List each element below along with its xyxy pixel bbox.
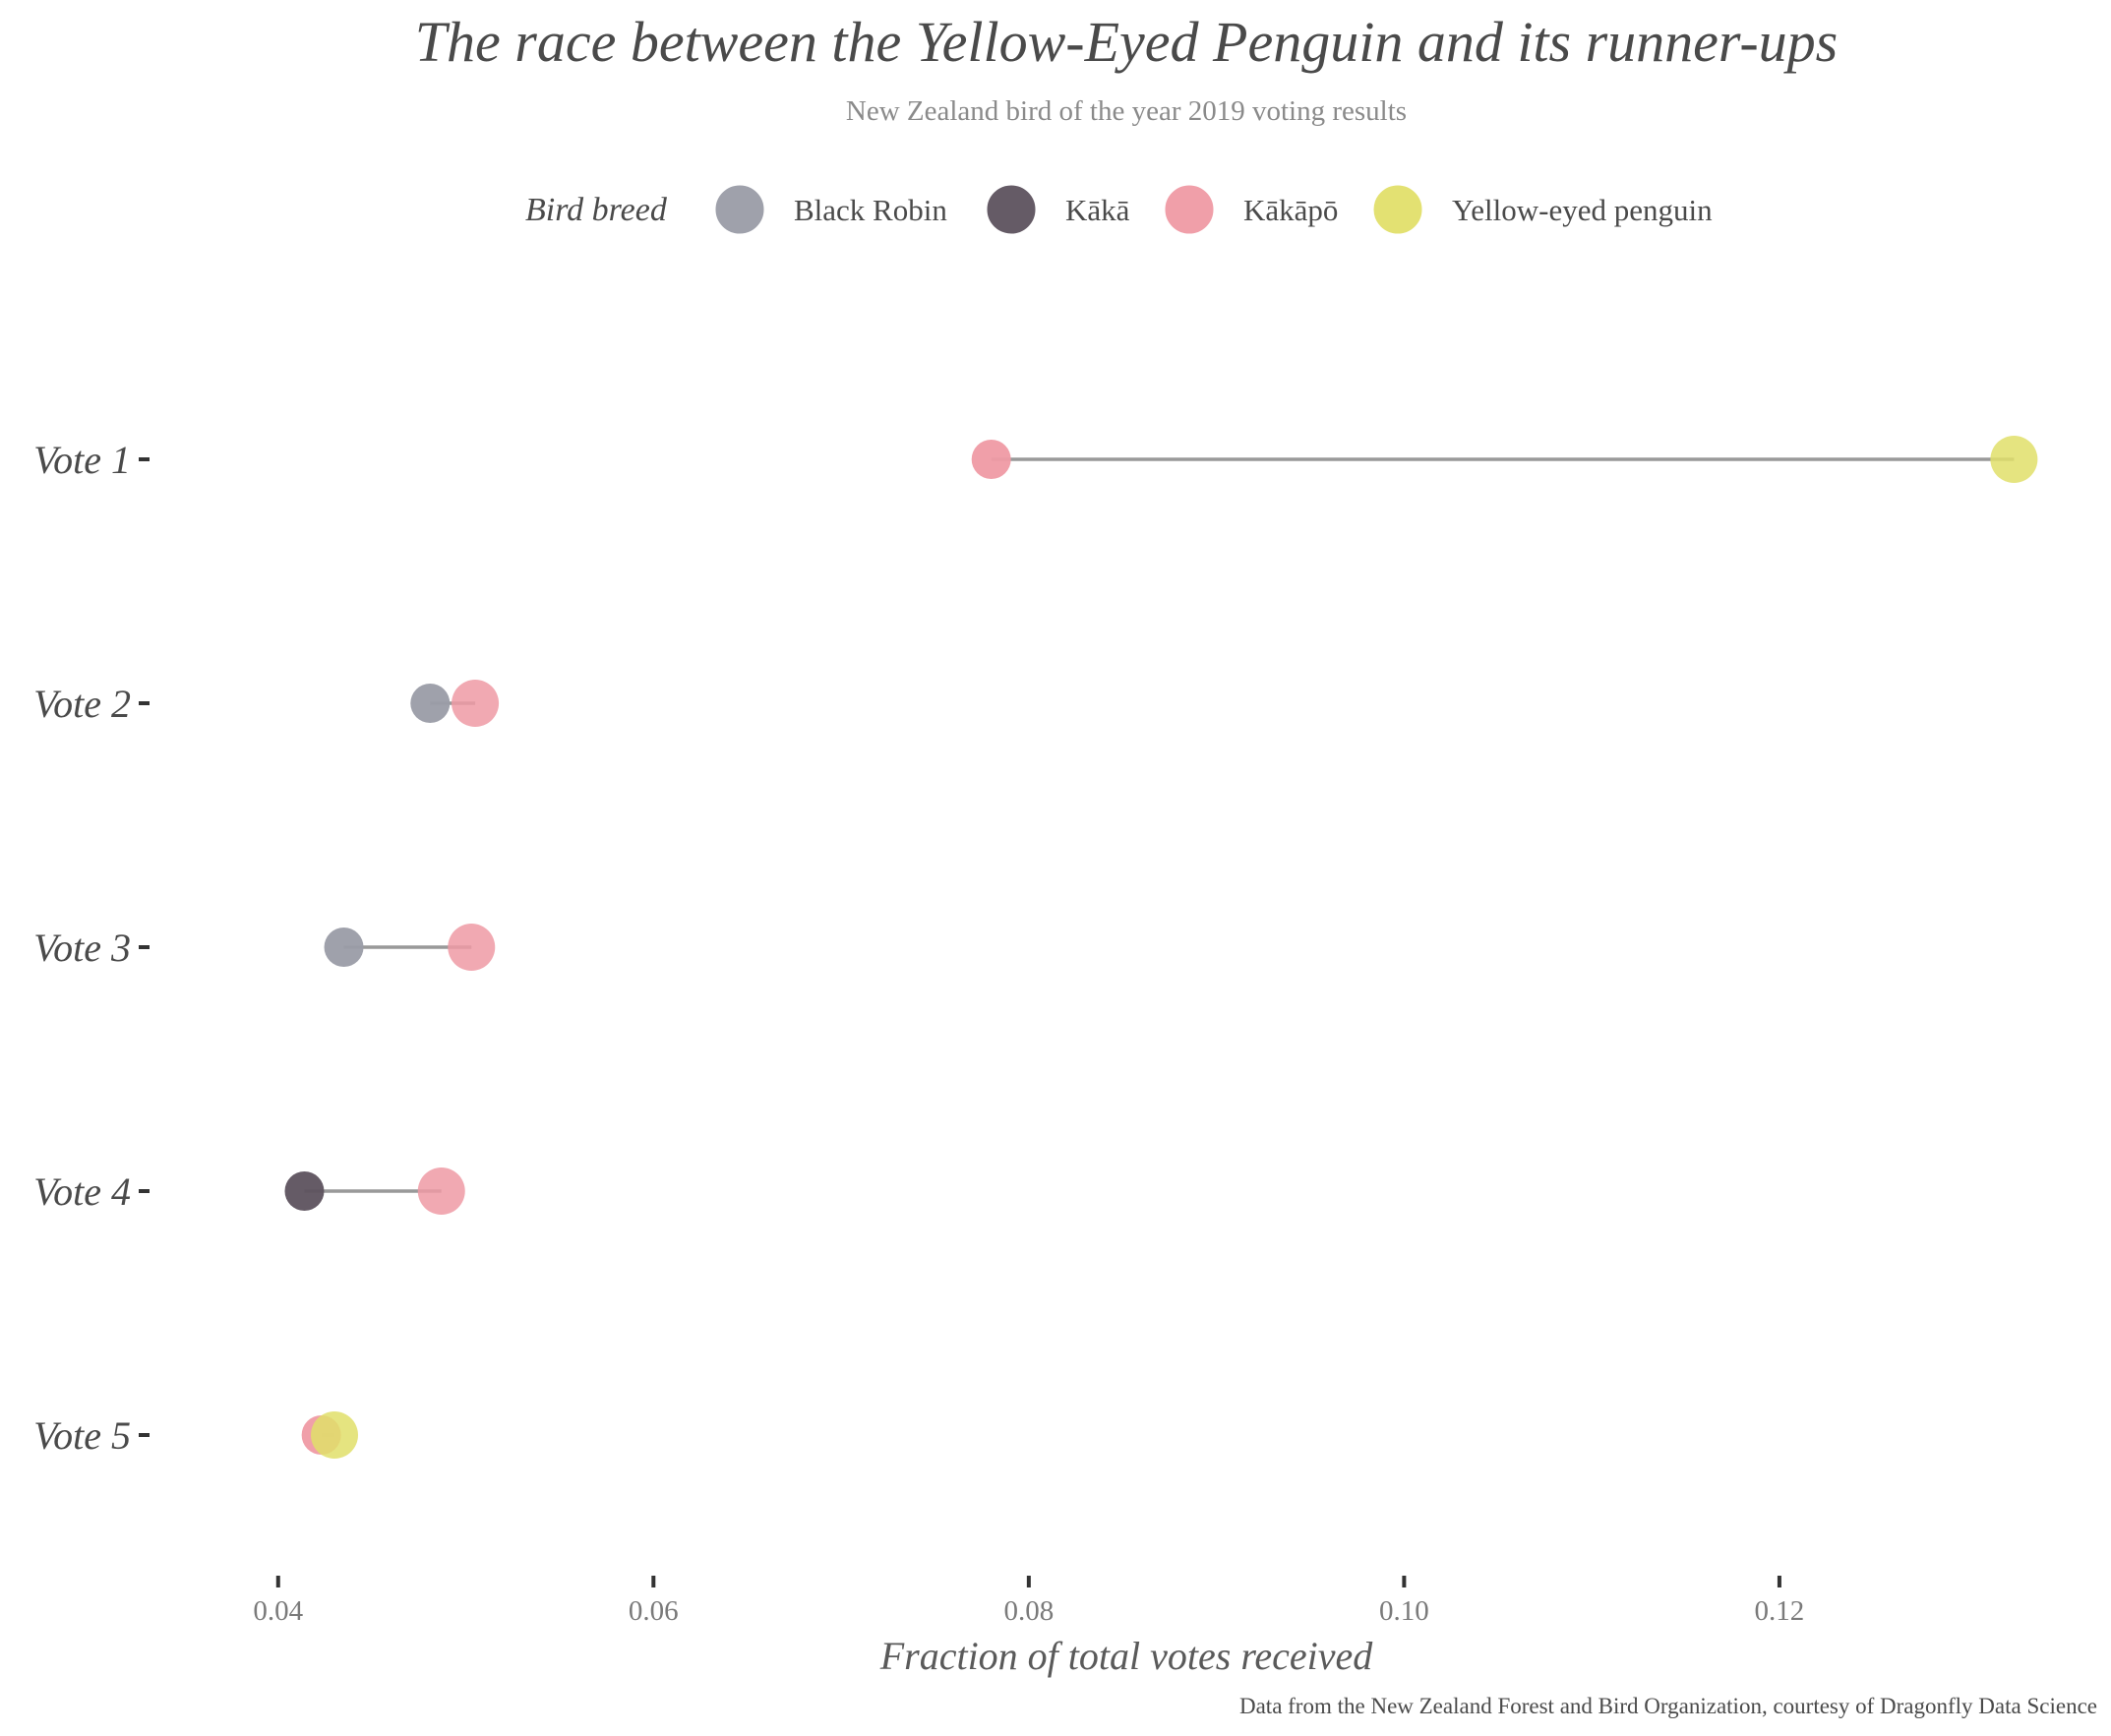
legend-key-kaka <box>986 184 1037 235</box>
x-axis: 0.04 0.06 0.08 0.10 0.12 <box>253 1576 1804 1627</box>
legend-key-kakapo <box>1164 184 1215 235</box>
legend-label-kakapo: Kākāpō <box>1243 193 1338 227</box>
y-tick-label-vote-3: Vote 3 <box>33 926 131 970</box>
y-tick-label-vote-2: Vote 2 <box>33 682 131 726</box>
chart-marks <box>284 436 2038 1459</box>
legend-key-black-robin <box>714 184 765 235</box>
x-tick-label-1: 0.06 <box>629 1595 679 1627</box>
legend-key-yellow-eyed-penguin <box>1372 184 1423 235</box>
point-end-vote-1 <box>1990 436 2038 483</box>
chart-subtitle: New Zealand bird of the year 2019 voting… <box>846 95 1407 127</box>
x-tick-label-0: 0.04 <box>253 1595 303 1627</box>
chart-caption: Data from the New Zealand Forest and Bir… <box>1239 1694 2097 1718</box>
x-axis-label: Fraction of total votes received <box>879 1634 1374 1678</box>
y-tick-label-vote-5: Vote 5 <box>33 1413 131 1458</box>
y-axis: Vote 1 Vote 2 Vote 3 Vote 4 Vote 5 <box>33 438 150 1458</box>
y-tick-label-vote-1: Vote 1 <box>33 438 131 482</box>
y-tick-label-vote-4: Vote 4 <box>33 1169 131 1214</box>
point-start-vote-2 <box>410 684 451 723</box>
legend-label-black-robin: Black Robin <box>794 193 947 227</box>
point-end-vote-4 <box>417 1167 465 1215</box>
x-tick-label-3: 0.10 <box>1379 1595 1429 1627</box>
legend: Bird breed Black Robin Kākā Kākāpō Yellow-e… <box>525 184 1713 235</box>
point-start-vote-4 <box>284 1171 325 1211</box>
point-end-vote-2 <box>452 680 500 727</box>
legend-label-yellow-eyed-penguin: Yellow-eyed penguin <box>1452 193 1713 227</box>
point-end-vote-3 <box>448 924 496 971</box>
x-tick-label-4: 0.12 <box>1755 1595 1805 1627</box>
point-end-vote-5 <box>311 1411 358 1459</box>
point-start-vote-3 <box>324 928 364 967</box>
x-tick-label-2: 0.08 <box>1003 1595 1054 1627</box>
point-start-vote-1 <box>971 440 1011 479</box>
chart-title: The race between the Yellow-Eyed Penguin… <box>415 10 1838 74</box>
legend-title: Bird breed <box>525 192 668 228</box>
legend-label-kaka: Kākā <box>1065 193 1130 227</box>
